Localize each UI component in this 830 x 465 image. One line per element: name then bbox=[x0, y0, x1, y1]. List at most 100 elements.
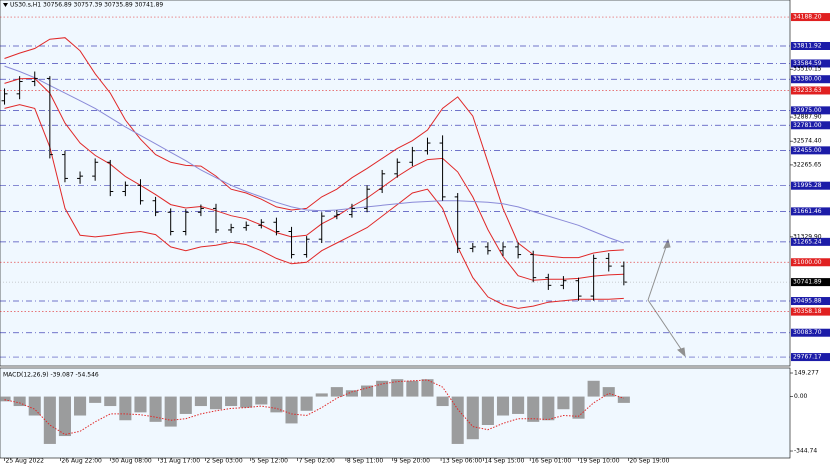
macd-histogram-bar bbox=[89, 396, 102, 403]
y-tick-label: 149.277 bbox=[794, 370, 819, 377]
macd-histogram-bar bbox=[406, 380, 419, 397]
level-label: 30358.18 bbox=[793, 308, 822, 315]
arrow-head bbox=[677, 347, 686, 358]
level-label: 34188.20 bbox=[793, 14, 822, 21]
level-label: 30083.70 bbox=[793, 329, 822, 336]
macd-histogram-bar bbox=[194, 396, 207, 407]
y-tick-label: 33510.15 bbox=[793, 66, 822, 73]
level-label-bg bbox=[791, 13, 830, 22]
level-label: 31995.28 bbox=[793, 182, 822, 189]
macd-histogram-bar bbox=[134, 396, 147, 413]
plot-layer: 34188.20 33811.92 33584.59 33380.00 33233.63… bbox=[0, 13, 830, 465]
macd-histogram-bar bbox=[376, 380, 389, 397]
y-tick-label: 32887.90 bbox=[793, 114, 822, 121]
level-label-bg bbox=[791, 237, 830, 246]
macd-histogram-bar bbox=[104, 396, 117, 407]
macd-histogram-bar bbox=[617, 396, 630, 403]
menu-triangle bbox=[3, 3, 8, 7]
level-label-bg bbox=[791, 75, 830, 84]
macd-histogram-bar bbox=[255, 396, 268, 405]
level-label: 33233.63 bbox=[793, 87, 822, 94]
macd-histogram-bar bbox=[527, 396, 540, 422]
current-price-bg bbox=[791, 278, 830, 287]
arrow-up bbox=[647, 243, 668, 301]
level-label: 31000.00 bbox=[793, 259, 822, 266]
macd-histogram-bar bbox=[315, 393, 328, 397]
macd-histogram-bar bbox=[512, 396, 525, 414]
macd-histogram-bar bbox=[13, 396, 26, 407]
x-tick-label: 9 Sep 20:00 bbox=[394, 458, 430, 465]
macd-histogram-bar bbox=[391, 379, 404, 397]
indicator-line bbox=[4, 37, 624, 259]
x-tick-label: 26 Aug 22:00 bbox=[61, 458, 102, 465]
macd-histogram-bar bbox=[542, 396, 555, 421]
macd-histogram-bar bbox=[225, 396, 238, 407]
y-tick-label: 32574.40 bbox=[793, 138, 822, 145]
y-tick-label: 0.00 bbox=[794, 393, 808, 400]
level-label: 31661.46 bbox=[793, 208, 822, 215]
macd-histogram-bar bbox=[602, 387, 615, 397]
level-label-bg bbox=[791, 207, 830, 216]
x-tick-label: 25 Aug 2022 bbox=[6, 458, 45, 465]
x-tick-label: 30 Aug 08:00 bbox=[111, 458, 152, 465]
macd-histogram-bar bbox=[572, 396, 585, 419]
macd-histogram-bar bbox=[481, 396, 494, 425]
level-label-bg bbox=[791, 353, 830, 362]
level-label-bg bbox=[791, 86, 830, 95]
level-label-bg bbox=[791, 41, 830, 50]
level-label-bg bbox=[791, 297, 830, 306]
macd-histogram-bar bbox=[209, 396, 223, 410]
macd-histogram-bar bbox=[345, 390, 358, 397]
level-label: 32975.00 bbox=[793, 107, 822, 114]
level-label-bg bbox=[791, 146, 830, 155]
level-label-bg bbox=[791, 106, 830, 115]
macd-histogram-bar bbox=[74, 396, 87, 416]
arrow-down bbox=[647, 299, 684, 353]
macd-histogram-bar bbox=[451, 396, 464, 444]
current-price-label: 30741.89 bbox=[793, 279, 822, 286]
macd-histogram-bar bbox=[149, 396, 162, 422]
x-tick-label: 31 Aug 17:00 bbox=[160, 458, 201, 465]
x-tick-label: 13 Sep 06:00 bbox=[442, 458, 482, 465]
macd-histogram-bar bbox=[270, 396, 283, 413]
macd-histogram-bar bbox=[557, 396, 570, 410]
x-tick-label: 16 Sep 01:00 bbox=[531, 458, 571, 465]
indicator-line bbox=[4, 65, 624, 244]
macd-histogram-bar bbox=[587, 380, 600, 397]
macd-histogram-bar bbox=[496, 396, 510, 416]
x-tick-label: 14 Sep 15:00 bbox=[484, 458, 524, 465]
x-tick-label: 7 Sep 02:00 bbox=[299, 458, 335, 465]
indicator-line bbox=[4, 104, 624, 309]
level-label: 33380.00 bbox=[793, 76, 822, 83]
level-label: 32455.00 bbox=[793, 147, 822, 154]
x-tick-label: 2 Sep 03:00 bbox=[206, 458, 242, 465]
level-label: 33811.92 bbox=[793, 42, 822, 49]
level-label-bg bbox=[791, 307, 830, 316]
forecast-arrows bbox=[647, 238, 686, 358]
level-label-bg bbox=[791, 328, 830, 337]
macd-histogram-bar bbox=[436, 396, 449, 407]
macd-histogram-bar bbox=[164, 396, 177, 427]
level-label: 33584.59 bbox=[793, 60, 822, 67]
level-label-bg bbox=[791, 258, 830, 267]
x-tick-label: 20 Sep 19:00 bbox=[629, 458, 669, 465]
x-tick-label: 5 Sep 12:00 bbox=[252, 458, 288, 465]
x-tick-label: 8 Sep 11:00 bbox=[347, 458, 383, 465]
y-tick-label: 31329.90 bbox=[793, 233, 822, 240]
macd-histogram-bar bbox=[58, 396, 71, 437]
macd-histogram-bar bbox=[43, 396, 56, 444]
level-label: 29767.17 bbox=[793, 354, 822, 361]
macd-histogram-bar bbox=[240, 396, 253, 408]
level-label: 32781.00 bbox=[793, 122, 822, 129]
macd-label: MACD(12,26,9) -39.087 -54.546 bbox=[3, 372, 99, 379]
main-panel bbox=[0, 0, 791, 367]
macd-histogram-bar bbox=[300, 396, 313, 411]
macd-histogram-bar bbox=[421, 379, 434, 397]
y-tick-label: 32265.65 bbox=[793, 161, 822, 168]
level-label-bg bbox=[791, 121, 830, 130]
level-label-bg bbox=[791, 181, 830, 190]
macd-histogram-bar bbox=[285, 396, 298, 424]
macd-histogram-bar bbox=[28, 396, 41, 416]
macd-histogram-bar bbox=[466, 396, 479, 440]
